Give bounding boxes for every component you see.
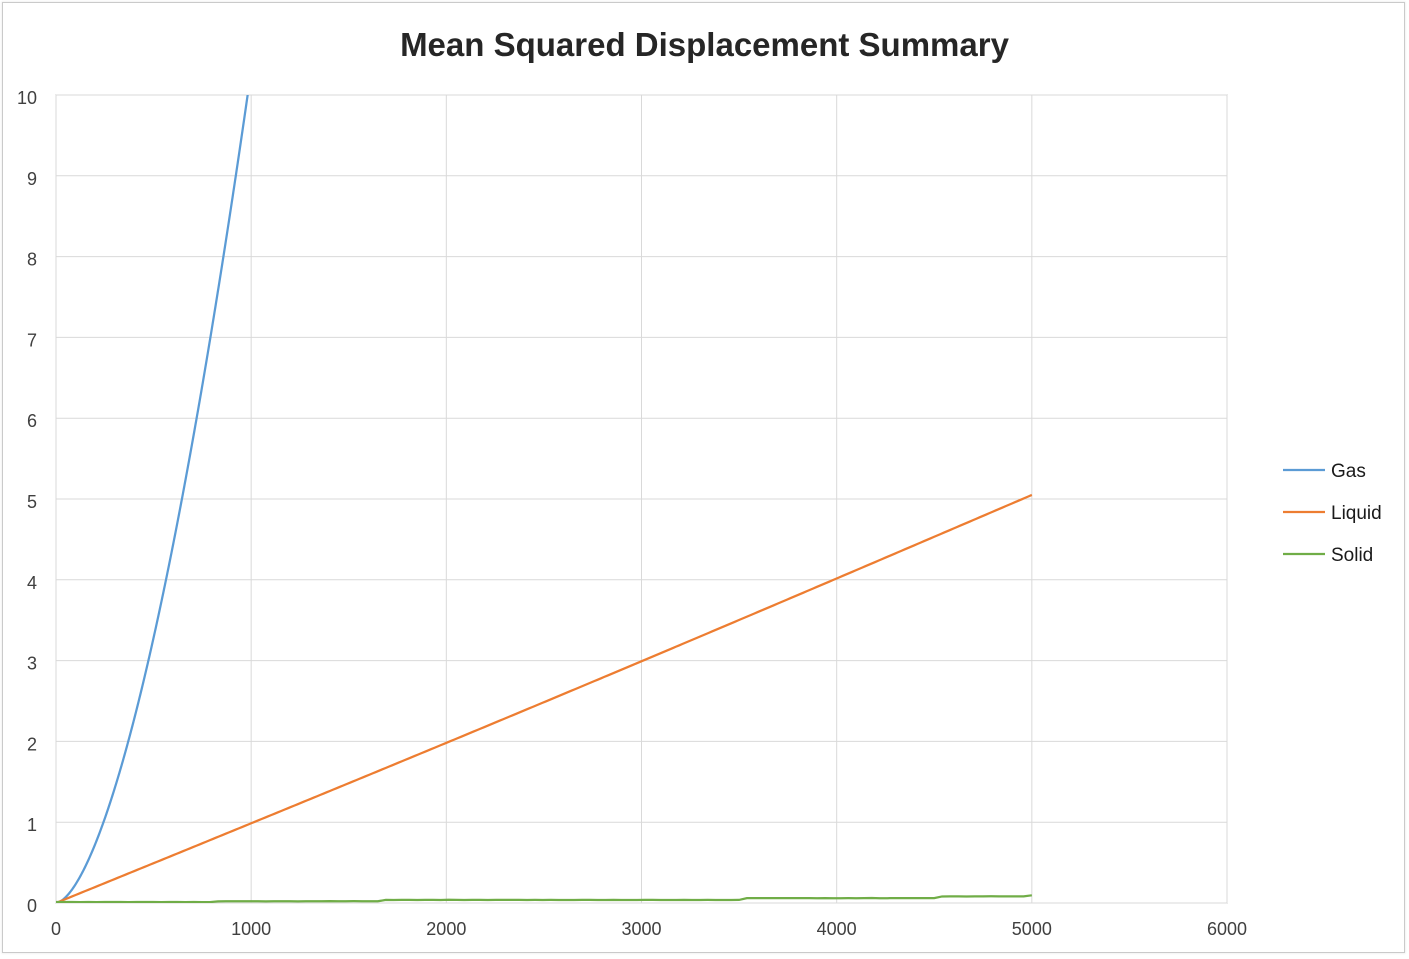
svg-text:6: 6 [27, 411, 37, 431]
svg-text:2: 2 [27, 734, 37, 754]
svg-text:1000: 1000 [231, 919, 271, 939]
svg-text:Solid: Solid [1331, 545, 1373, 566]
svg-text:3000: 3000 [621, 919, 661, 939]
svg-text:8: 8 [27, 250, 37, 270]
svg-text:4: 4 [27, 573, 37, 593]
svg-text:7: 7 [27, 330, 37, 350]
svg-text:2000: 2000 [426, 919, 466, 939]
svg-text:0: 0 [27, 896, 37, 916]
svg-text:5000: 5000 [1012, 919, 1052, 939]
svg-text:0: 0 [51, 919, 61, 939]
svg-text:1: 1 [27, 815, 37, 835]
svg-text:5: 5 [27, 492, 37, 512]
svg-text:Gas: Gas [1331, 461, 1366, 482]
svg-text:9: 9 [27, 169, 37, 189]
svg-text:3: 3 [27, 654, 37, 674]
svg-text:6000: 6000 [1207, 919, 1247, 939]
svg-text:10: 10 [17, 88, 37, 108]
svg-text:Liquid: Liquid [1331, 503, 1382, 524]
svg-text:4000: 4000 [817, 919, 857, 939]
